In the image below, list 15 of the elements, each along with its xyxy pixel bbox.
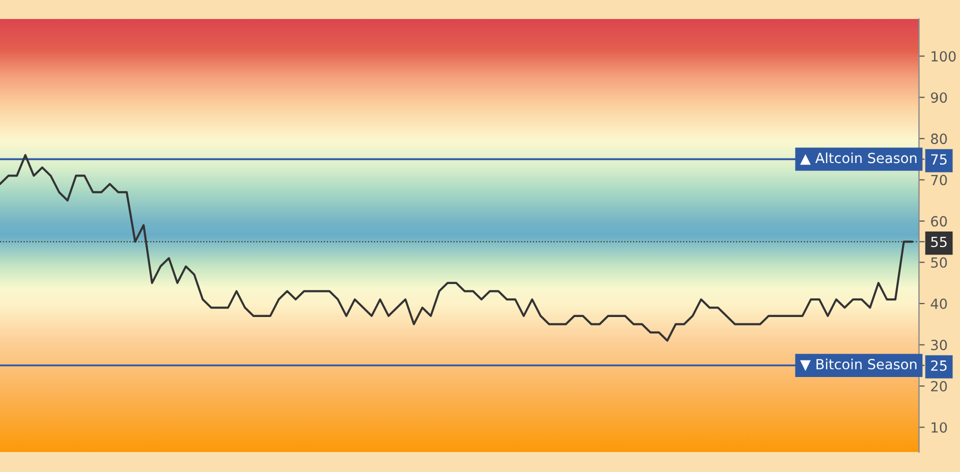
ref-line-label: ▲ Altcoin Season bbox=[800, 152, 916, 165]
y-tick-label: 40 bbox=[930, 298, 947, 310]
y-tick-label: 80 bbox=[931, 134, 947, 144]
y-tick-label: 50 bbox=[931, 257, 947, 268]
y-tick-label: 60 bbox=[931, 216, 947, 227]
y-tick-label: 55 bbox=[931, 236, 947, 248]
y-tick-label: 75 bbox=[931, 154, 947, 165]
y-tick-label: 25 bbox=[931, 360, 947, 371]
y-tick-label: 20 bbox=[931, 380, 947, 392]
y-tick-label: 70 bbox=[931, 174, 947, 186]
y-tick-label: 100 bbox=[932, 51, 956, 62]
y-tick-label: 90 bbox=[930, 92, 947, 103]
ref-line-label: ▼ Bitcoin Season bbox=[800, 358, 916, 371]
y-tick-label: 10 bbox=[932, 422, 947, 433]
y-tick-label: 30 bbox=[931, 340, 947, 350]
